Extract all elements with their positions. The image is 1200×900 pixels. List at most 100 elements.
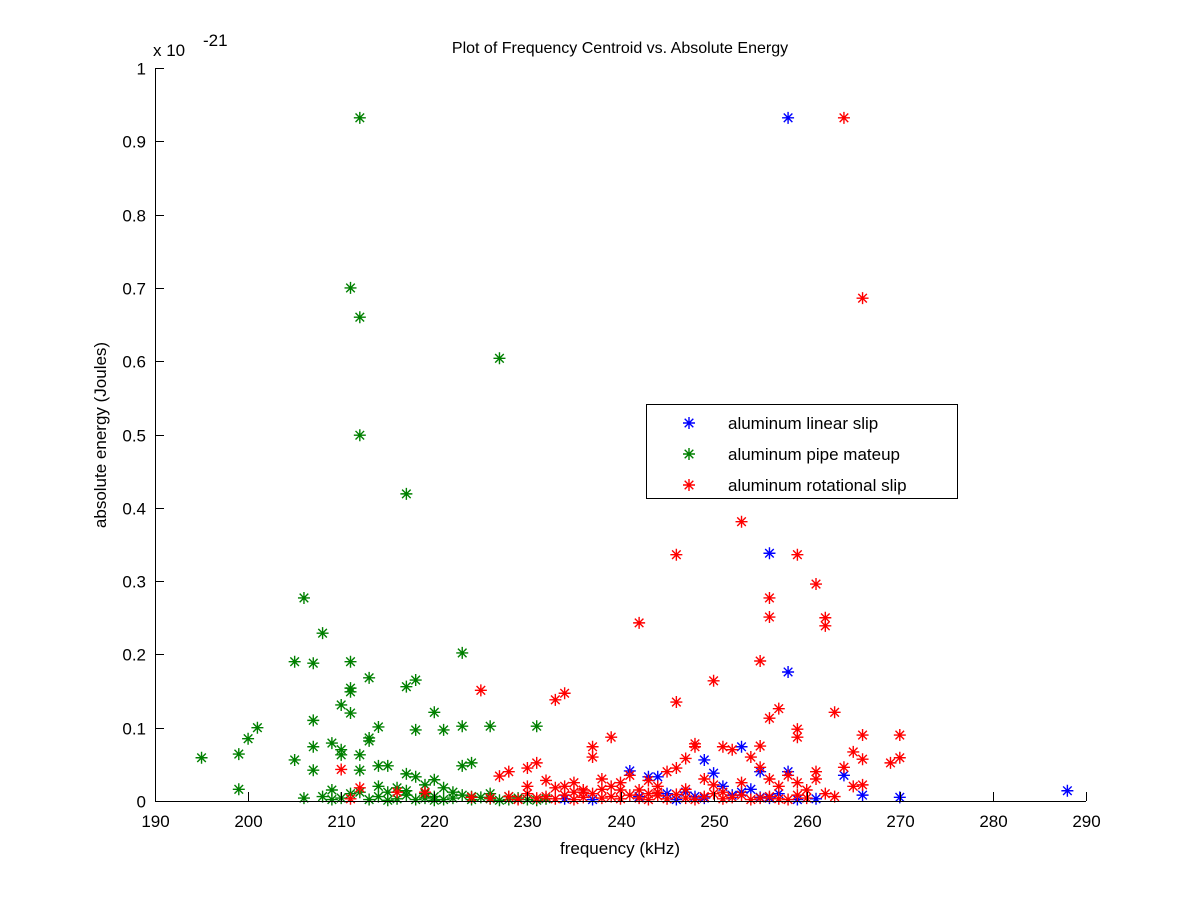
marker-center (432, 710, 436, 714)
y-ticks: 0 0.1 0.2 0.3 0.4 0.5 0.6 0.7 0.8 0.9 1 (122, 60, 164, 812)
marker-center (535, 796, 539, 800)
marker-center (739, 793, 744, 797)
marker-center (358, 768, 362, 772)
marker-center (777, 707, 781, 711)
marker-center (442, 797, 446, 802)
marker-center (758, 659, 762, 663)
y-tick-label: 0.1 (122, 720, 146, 739)
data-point (437, 781, 450, 794)
marker-center (376, 764, 381, 768)
data-point (558, 780, 571, 793)
data-point (521, 780, 534, 793)
data-point (456, 759, 469, 772)
data-point (288, 753, 301, 766)
data-point (381, 786, 394, 799)
marker-center (590, 745, 595, 749)
marker-center (376, 725, 381, 729)
data-point (651, 789, 664, 802)
data-point (744, 751, 757, 764)
x-tick-label: 260 (793, 812, 821, 831)
data-point (297, 591, 310, 604)
marker-center (693, 745, 697, 749)
marker-center (767, 716, 772, 720)
marker-center (860, 757, 865, 761)
data-point (688, 793, 701, 806)
marker-center (795, 727, 799, 731)
marker-center (460, 764, 464, 768)
marker-center (687, 483, 691, 487)
data-point (409, 770, 422, 783)
data-point (335, 748, 348, 761)
legend-item: aluminum rotational slip (683, 476, 907, 495)
marker-center (898, 756, 902, 760)
marker-center (563, 793, 567, 797)
data-point (567, 776, 580, 789)
data-point (595, 783, 608, 796)
data-point (707, 787, 720, 800)
data-point (810, 765, 823, 778)
marker-center (628, 793, 632, 797)
marker-center (311, 661, 315, 665)
marker-center (367, 797, 371, 802)
marker-center (795, 781, 799, 785)
data-point (567, 786, 580, 799)
data-point (549, 792, 562, 805)
marker-center (302, 596, 306, 600)
data-point (772, 780, 785, 793)
data-point (428, 706, 441, 719)
legend-label: aluminum pipe mateup (728, 445, 900, 464)
marker-center (758, 765, 762, 769)
data-point (325, 784, 338, 797)
data-point (633, 784, 646, 797)
marker-center (833, 795, 837, 799)
legend-marker-icon (683, 417, 695, 429)
marker-center (423, 790, 427, 794)
data-point (493, 352, 506, 365)
marker-center (637, 621, 641, 625)
marker-center (544, 778, 548, 783)
marker-center (656, 784, 660, 788)
data-point (502, 765, 515, 778)
data-point (670, 696, 683, 709)
marker-center (767, 777, 772, 781)
marker-center (460, 724, 464, 728)
marker-center (330, 788, 334, 792)
legend: aluminum linear slip aluminum pipe mateup… (646, 404, 958, 499)
data-point (381, 794, 394, 807)
x-axis-label: frequency (kHz) (560, 839, 680, 858)
marker-center (786, 773, 790, 777)
plot-area (195, 111, 1074, 807)
marker-center (293, 660, 297, 664)
data-point (232, 783, 245, 796)
marker-center (525, 766, 530, 770)
data-point (325, 737, 338, 750)
marker-center (386, 764, 390, 768)
marker-center (786, 670, 790, 674)
data-point (400, 680, 413, 693)
data-point (847, 780, 860, 793)
data-point (409, 674, 422, 687)
data-point (344, 655, 357, 668)
data-point (400, 767, 413, 780)
marker-center (749, 797, 753, 802)
data-point (465, 791, 478, 804)
data-point (297, 792, 310, 805)
data-point (735, 515, 748, 528)
marker-center (311, 745, 315, 749)
data-point (391, 792, 404, 805)
marker-center (339, 753, 343, 757)
y-multiplier-exponent: -21 (203, 31, 228, 50)
data-point (754, 792, 767, 805)
data-point (372, 759, 385, 772)
marker-center (842, 765, 846, 769)
marker-center (823, 616, 827, 620)
marker-center (842, 773, 846, 777)
data-point (791, 789, 804, 802)
marker-center (600, 787, 604, 791)
marker-center (348, 690, 353, 694)
marker-center (730, 748, 734, 752)
data-point (288, 655, 301, 668)
data-point (810, 792, 823, 805)
x-tick-label: 220 (420, 812, 448, 831)
data-point (726, 743, 739, 756)
